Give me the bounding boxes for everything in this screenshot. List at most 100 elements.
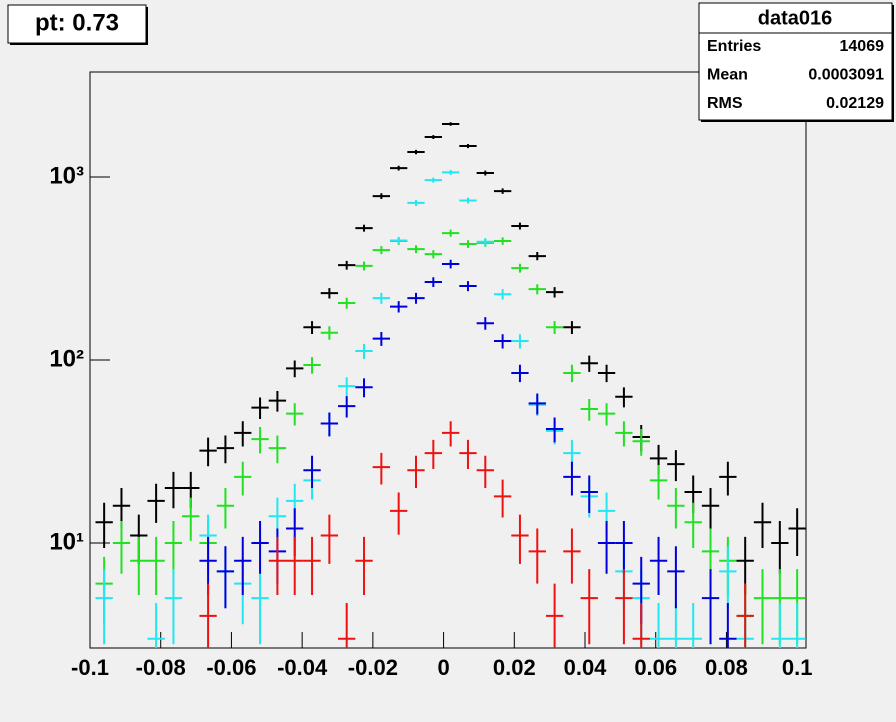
data-point bbox=[528, 528, 546, 584]
data-point bbox=[441, 122, 460, 126]
data-point bbox=[372, 246, 391, 255]
title: pt: 0.73 bbox=[35, 9, 119, 36]
data-point bbox=[286, 536, 304, 596]
data-point bbox=[476, 455, 494, 488]
data-point bbox=[545, 583, 564, 648]
data-point bbox=[563, 364, 581, 383]
data-point bbox=[511, 222, 529, 230]
data-point bbox=[199, 583, 217, 648]
data-point bbox=[545, 287, 564, 298]
data-point bbox=[441, 259, 460, 269]
x-tick-label: -0.08 bbox=[136, 655, 186, 680]
data-point bbox=[476, 170, 494, 176]
data-point bbox=[719, 461, 737, 496]
stats-title: data016 bbox=[758, 7, 833, 29]
data-point bbox=[303, 455, 321, 488]
data-point bbox=[615, 387, 633, 408]
data-point bbox=[511, 514, 529, 564]
data-point bbox=[372, 331, 391, 346]
data-point bbox=[597, 520, 616, 574]
data-point bbox=[615, 520, 633, 574]
data-point bbox=[545, 417, 564, 443]
data-point bbox=[615, 569, 633, 645]
data-point bbox=[632, 603, 650, 648]
x-tick-label: 0.04 bbox=[564, 655, 608, 680]
data-point bbox=[268, 435, 287, 464]
data-point bbox=[234, 421, 252, 447]
data-point bbox=[216, 487, 235, 529]
data-point bbox=[788, 508, 806, 556]
x-tick-label: 0.1 bbox=[782, 655, 813, 680]
data-point bbox=[320, 514, 339, 564]
data-point bbox=[719, 546, 737, 609]
data-point bbox=[459, 144, 477, 149]
data-point bbox=[459, 281, 477, 292]
data-point bbox=[303, 357, 321, 374]
data-point bbox=[164, 520, 183, 574]
data-point bbox=[511, 364, 529, 383]
data-point bbox=[493, 188, 512, 194]
stats-rows: Entries 14069 Mean 0.0003091 RMS 0.02129 bbox=[707, 38, 884, 112]
data-point bbox=[563, 321, 581, 335]
data-point bbox=[303, 536, 321, 596]
data-point bbox=[147, 603, 165, 648]
data-point bbox=[545, 321, 564, 335]
data-point bbox=[459, 197, 477, 204]
data-point bbox=[753, 502, 772, 548]
data-point bbox=[251, 426, 269, 454]
data-point bbox=[320, 288, 339, 299]
data-point bbox=[649, 603, 668, 648]
x-tick-label: -0.06 bbox=[206, 655, 256, 680]
data-point bbox=[580, 355, 598, 372]
data-point bbox=[424, 250, 442, 259]
axes: -0.1 -0.08 -0.06 -0.04 -0.02 0 0.02 0.04 0.06 0.0… bbox=[49, 162, 812, 679]
frame bbox=[89, 71, 807, 649]
data-point bbox=[701, 569, 720, 645]
data-point bbox=[251, 569, 269, 645]
data-point bbox=[441, 421, 460, 447]
data-point bbox=[216, 546, 235, 609]
data-point bbox=[407, 245, 425, 254]
data-point bbox=[563, 461, 581, 496]
data-point bbox=[355, 343, 373, 359]
data-point bbox=[597, 403, 616, 426]
data-point bbox=[286, 403, 304, 426]
data-point bbox=[771, 520, 789, 574]
data-point bbox=[441, 170, 460, 175]
data-point bbox=[493, 334, 512, 349]
data-point bbox=[338, 377, 356, 397]
data-point bbox=[234, 536, 252, 596]
data-point bbox=[372, 452, 391, 485]
data-point bbox=[268, 536, 287, 596]
data-point bbox=[667, 450, 685, 482]
data-point bbox=[580, 569, 598, 645]
data-point bbox=[355, 224, 373, 232]
data-point bbox=[112, 520, 131, 574]
data-point bbox=[147, 536, 165, 596]
stats-label: Entries bbox=[707, 38, 761, 55]
data-point bbox=[493, 237, 512, 245]
x-tick-label: -0.04 bbox=[277, 655, 328, 680]
data-point bbox=[476, 238, 494, 246]
data-point bbox=[407, 455, 425, 488]
data-point bbox=[615, 421, 633, 447]
data-point bbox=[338, 396, 356, 418]
x-tick-label: 0.02 bbox=[493, 655, 536, 680]
data-point bbox=[268, 391, 287, 412]
data-point bbox=[390, 236, 408, 245]
data-point bbox=[234, 461, 252, 496]
data-point bbox=[355, 378, 373, 398]
title-box bbox=[7, 4, 147, 44]
data-point bbox=[164, 471, 183, 509]
data-point bbox=[667, 487, 685, 529]
data-point bbox=[390, 301, 408, 313]
data-point bbox=[424, 439, 442, 469]
data-point bbox=[597, 364, 616, 383]
data-point bbox=[753, 569, 772, 645]
data-point bbox=[563, 528, 581, 584]
data-point bbox=[95, 502, 113, 548]
data-point bbox=[147, 483, 165, 523]
data-point bbox=[338, 260, 356, 270]
data-point bbox=[390, 165, 408, 171]
x-tick-label: 0 bbox=[437, 655, 449, 680]
